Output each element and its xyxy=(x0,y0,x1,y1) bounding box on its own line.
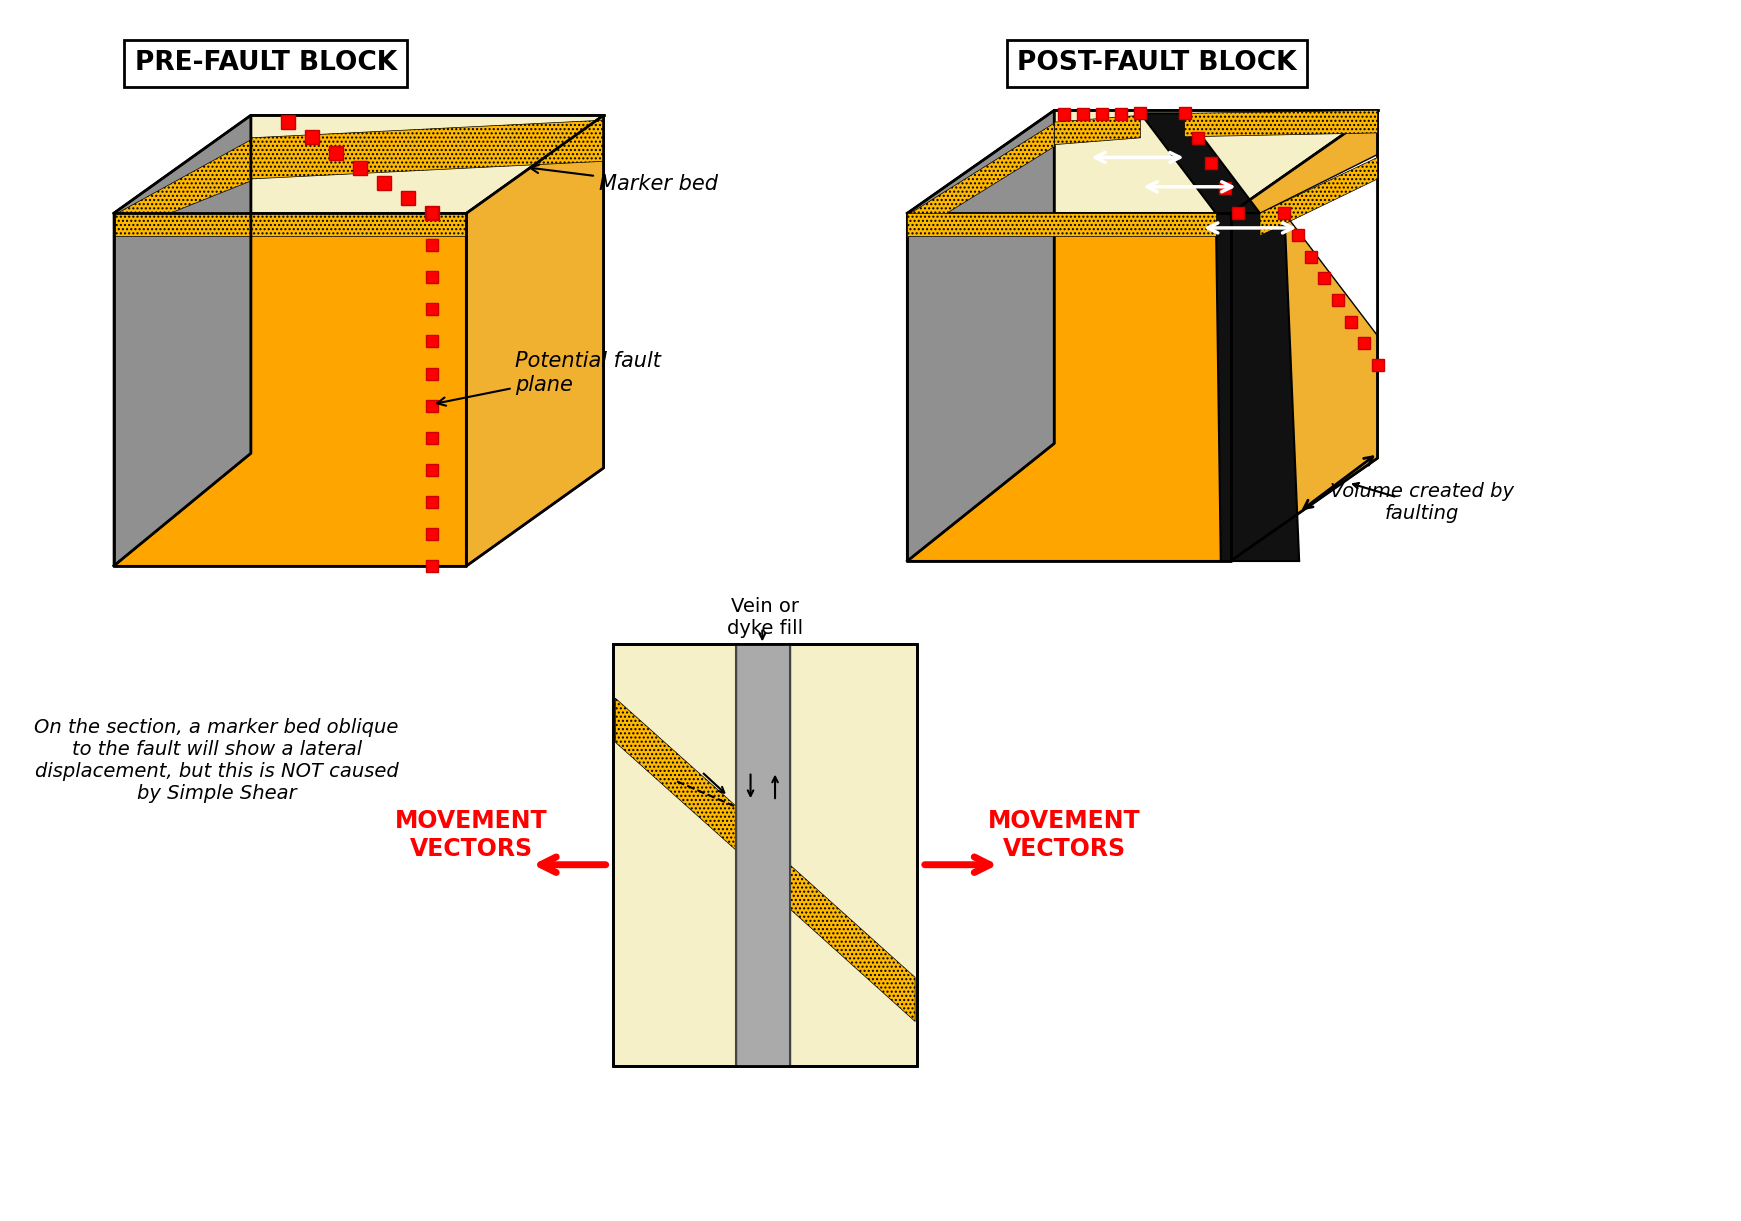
Polygon shape xyxy=(613,645,918,1066)
Polygon shape xyxy=(113,214,467,565)
Polygon shape xyxy=(615,698,736,850)
Polygon shape xyxy=(1260,158,1377,236)
Polygon shape xyxy=(736,645,790,1066)
Polygon shape xyxy=(1260,155,1377,336)
Polygon shape xyxy=(1055,115,1140,144)
Polygon shape xyxy=(1215,214,1299,560)
Polygon shape xyxy=(907,110,1055,560)
Polygon shape xyxy=(251,120,604,179)
Polygon shape xyxy=(113,214,467,236)
Polygon shape xyxy=(907,123,1055,238)
Text: Vein or
dyke fill: Vein or dyke fill xyxy=(728,597,803,639)
Text: Marker bed: Marker bed xyxy=(531,165,717,194)
Text: MOVEMENT
VECTORS: MOVEMENT VECTORS xyxy=(395,810,548,861)
Polygon shape xyxy=(1231,110,1377,560)
Polygon shape xyxy=(1184,110,1377,137)
Polygon shape xyxy=(790,864,916,1022)
Polygon shape xyxy=(907,214,1215,236)
Text: On the section, a marker bed oblique
to the fault will show a lateral
displaceme: On the section, a marker bed oblique to … xyxy=(35,718,399,802)
Polygon shape xyxy=(113,139,251,236)
Text: POST-FAULT BLOCK: POST-FAULT BLOCK xyxy=(1017,50,1297,77)
Polygon shape xyxy=(907,110,1377,214)
Polygon shape xyxy=(113,115,604,214)
Polygon shape xyxy=(907,214,1231,560)
Text: Volume created by
faulting: Volume created by faulting xyxy=(1330,482,1513,523)
Polygon shape xyxy=(113,115,251,565)
Polygon shape xyxy=(467,115,604,565)
Polygon shape xyxy=(1140,114,1260,214)
Text: Potential fault
plane: Potential fault plane xyxy=(437,352,662,405)
Text: PRE-FAULT BLOCK: PRE-FAULT BLOCK xyxy=(134,50,397,77)
Text: MOVEMENT
VECTORS: MOVEMENT VECTORS xyxy=(987,810,1140,861)
